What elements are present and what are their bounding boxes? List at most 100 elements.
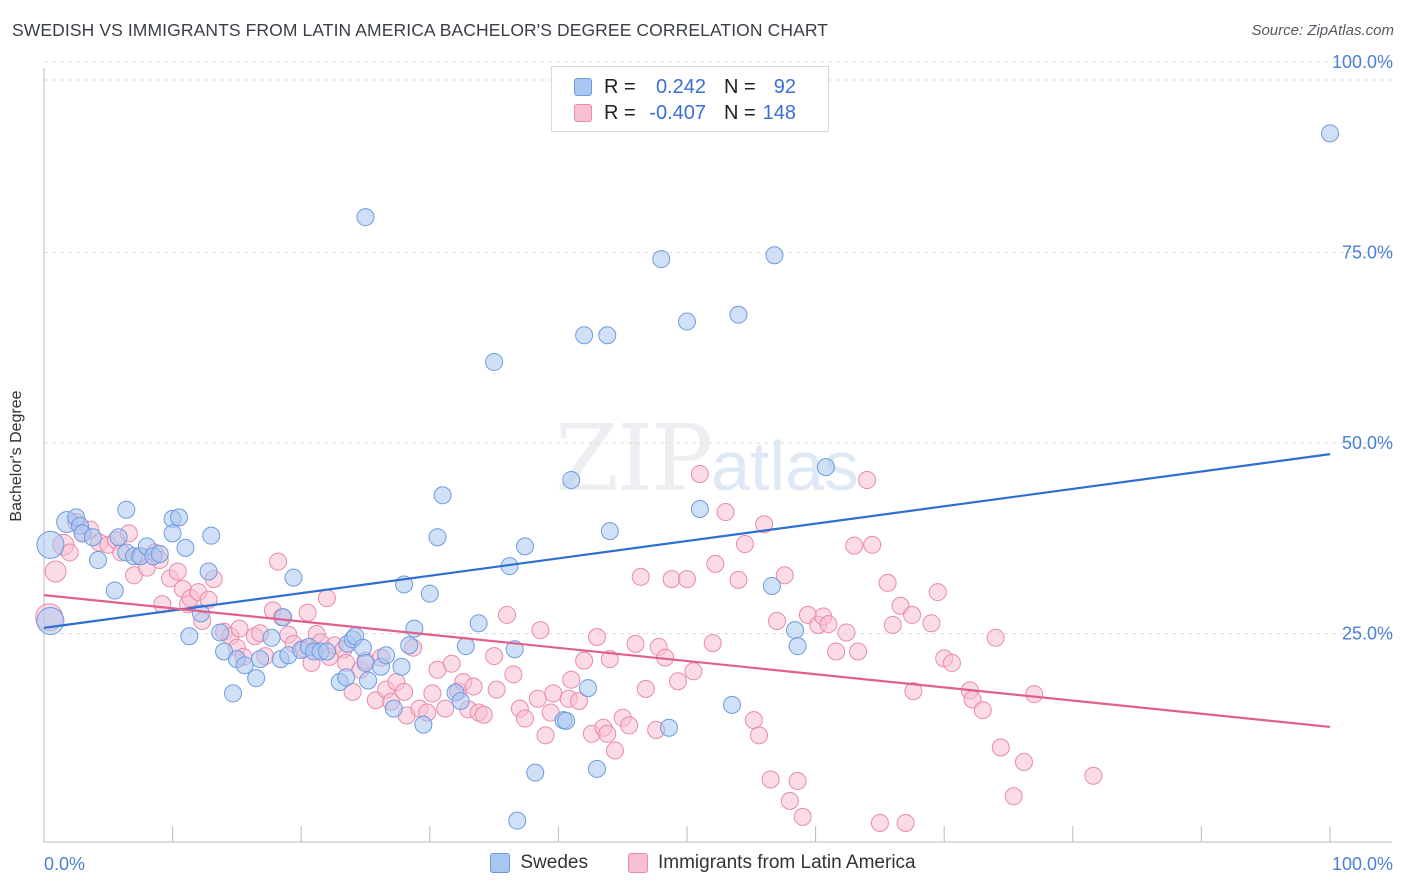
point-latin-america	[903, 605, 922, 624]
point-swedes	[251, 650, 270, 669]
point-swedes	[587, 759, 606, 778]
point-latin-america	[44, 560, 67, 583]
point-swedes	[433, 486, 452, 505]
point-latin-america	[515, 709, 534, 728]
point-latin-america	[678, 570, 696, 589]
point-swedes	[284, 568, 303, 587]
point-latin-america	[780, 791, 799, 810]
legend-swatch-latin-america	[627, 853, 648, 873]
point-swedes	[384, 699, 403, 718]
point-latin-america	[620, 716, 639, 735]
point-swedes	[600, 522, 619, 541]
point-swedes	[163, 524, 182, 543]
point-swedes	[247, 669, 266, 688]
point-latin-america	[703, 634, 722, 653]
point-latin-america	[716, 503, 735, 522]
point-swedes	[400, 636, 419, 655]
point-swedes	[377, 646, 396, 665]
point-swedes	[690, 500, 709, 519]
y-tick-label: 100.0%	[1332, 52, 1393, 72]
point-swedes	[262, 628, 281, 647]
point-swedes	[505, 640, 524, 659]
point-swedes	[578, 679, 597, 698]
point-latin-america	[662, 570, 681, 589]
point-swedes	[515, 537, 534, 556]
point-latin-america	[819, 615, 838, 634]
y-tick-label: 50.0%	[1342, 433, 1393, 453]
chart-title: SWEDISH VS IMMIGRANTS FROM LATIN AMERICA…	[12, 20, 829, 40]
point-swedes	[199, 562, 218, 581]
point-swedes	[117, 500, 136, 519]
point-latin-america	[485, 647, 504, 666]
point-latin-america	[544, 684, 563, 703]
legend-item-swedes[interactable]: Swedes	[490, 852, 588, 874]
point-latin-america	[504, 665, 523, 684]
point-swedes	[678, 312, 696, 331]
point-swedes	[353, 638, 372, 657]
trendline-swedes	[43, 453, 1331, 629]
point-latin-america	[531, 621, 550, 640]
point-swedes	[788, 637, 807, 656]
point-swedes	[1321, 124, 1339, 143]
watermark-zip: ZIP	[555, 405, 713, 512]
trendline-latin-america	[43, 594, 1331, 729]
point-swedes	[485, 352, 504, 371]
point-latin-america	[587, 628, 606, 647]
point-latin-america	[768, 612, 787, 631]
point-swedes	[150, 544, 169, 563]
point-swedes	[36, 607, 65, 636]
point-swedes	[562, 471, 581, 490]
point-swedes	[89, 551, 108, 570]
point-swedes	[170, 508, 189, 527]
point-latin-america	[464, 677, 483, 696]
point-latin-america	[744, 711, 763, 730]
point-swedes	[202, 526, 221, 545]
point-latin-america	[442, 654, 461, 673]
legend-row-latin-america: R = -0.407 N = 148	[574, 102, 796, 124]
legend-label-swedes: Swedes	[520, 852, 588, 873]
point-latin-america	[528, 689, 547, 708]
point-latin-america	[684, 662, 703, 681]
point-latin-america	[168, 562, 187, 581]
legend-item-latin-america[interactable]: Immigrants from Latin America	[627, 852, 916, 874]
point-latin-america	[827, 642, 846, 661]
point-latin-america	[317, 589, 336, 608]
point-latin-america	[536, 726, 555, 745]
point-swedes	[392, 657, 411, 676]
legend-label-latin-america: Immigrants from Latin America	[657, 852, 916, 873]
legend-swatch-swedes	[490, 853, 511, 873]
x-tick-label: 0.0%	[44, 854, 85, 874]
legend-swatch-latin-america	[574, 104, 592, 122]
point-latin-america	[631, 567, 650, 586]
point-latin-america	[904, 682, 923, 701]
point-swedes	[224, 684, 243, 703]
y-tick-label: 25.0%	[1342, 624, 1393, 644]
point-swedes	[36, 530, 65, 559]
x-tick-label: 100.0%	[1332, 854, 1393, 874]
point-latin-america	[230, 619, 249, 638]
point-swedes	[317, 642, 336, 661]
point-swedes	[176, 538, 195, 557]
point-swedes	[235, 656, 254, 675]
point-latin-america	[626, 634, 645, 653]
point-swedes	[451, 692, 470, 711]
point-latin-america	[837, 623, 856, 642]
legend-n-label: N =	[724, 75, 756, 98]
legend-n-value: 148	[762, 101, 796, 124]
point-swedes	[765, 246, 784, 265]
point-latin-america	[729, 570, 748, 589]
point-swedes	[723, 695, 742, 714]
point-swedes	[575, 326, 594, 345]
point-swedes	[508, 811, 527, 830]
point-swedes	[356, 653, 375, 672]
point-latin-america	[755, 515, 774, 534]
point-latin-america	[863, 535, 882, 554]
point-latin-america	[973, 701, 992, 720]
point-swedes	[557, 711, 576, 730]
correlation-legend: R = 0.242 N = 92 R = -0.407 N = 148	[551, 66, 829, 132]
point-swedes	[729, 305, 748, 324]
point-swedes	[762, 576, 781, 595]
point-latin-america	[750, 726, 769, 745]
point-latin-america	[849, 642, 868, 661]
